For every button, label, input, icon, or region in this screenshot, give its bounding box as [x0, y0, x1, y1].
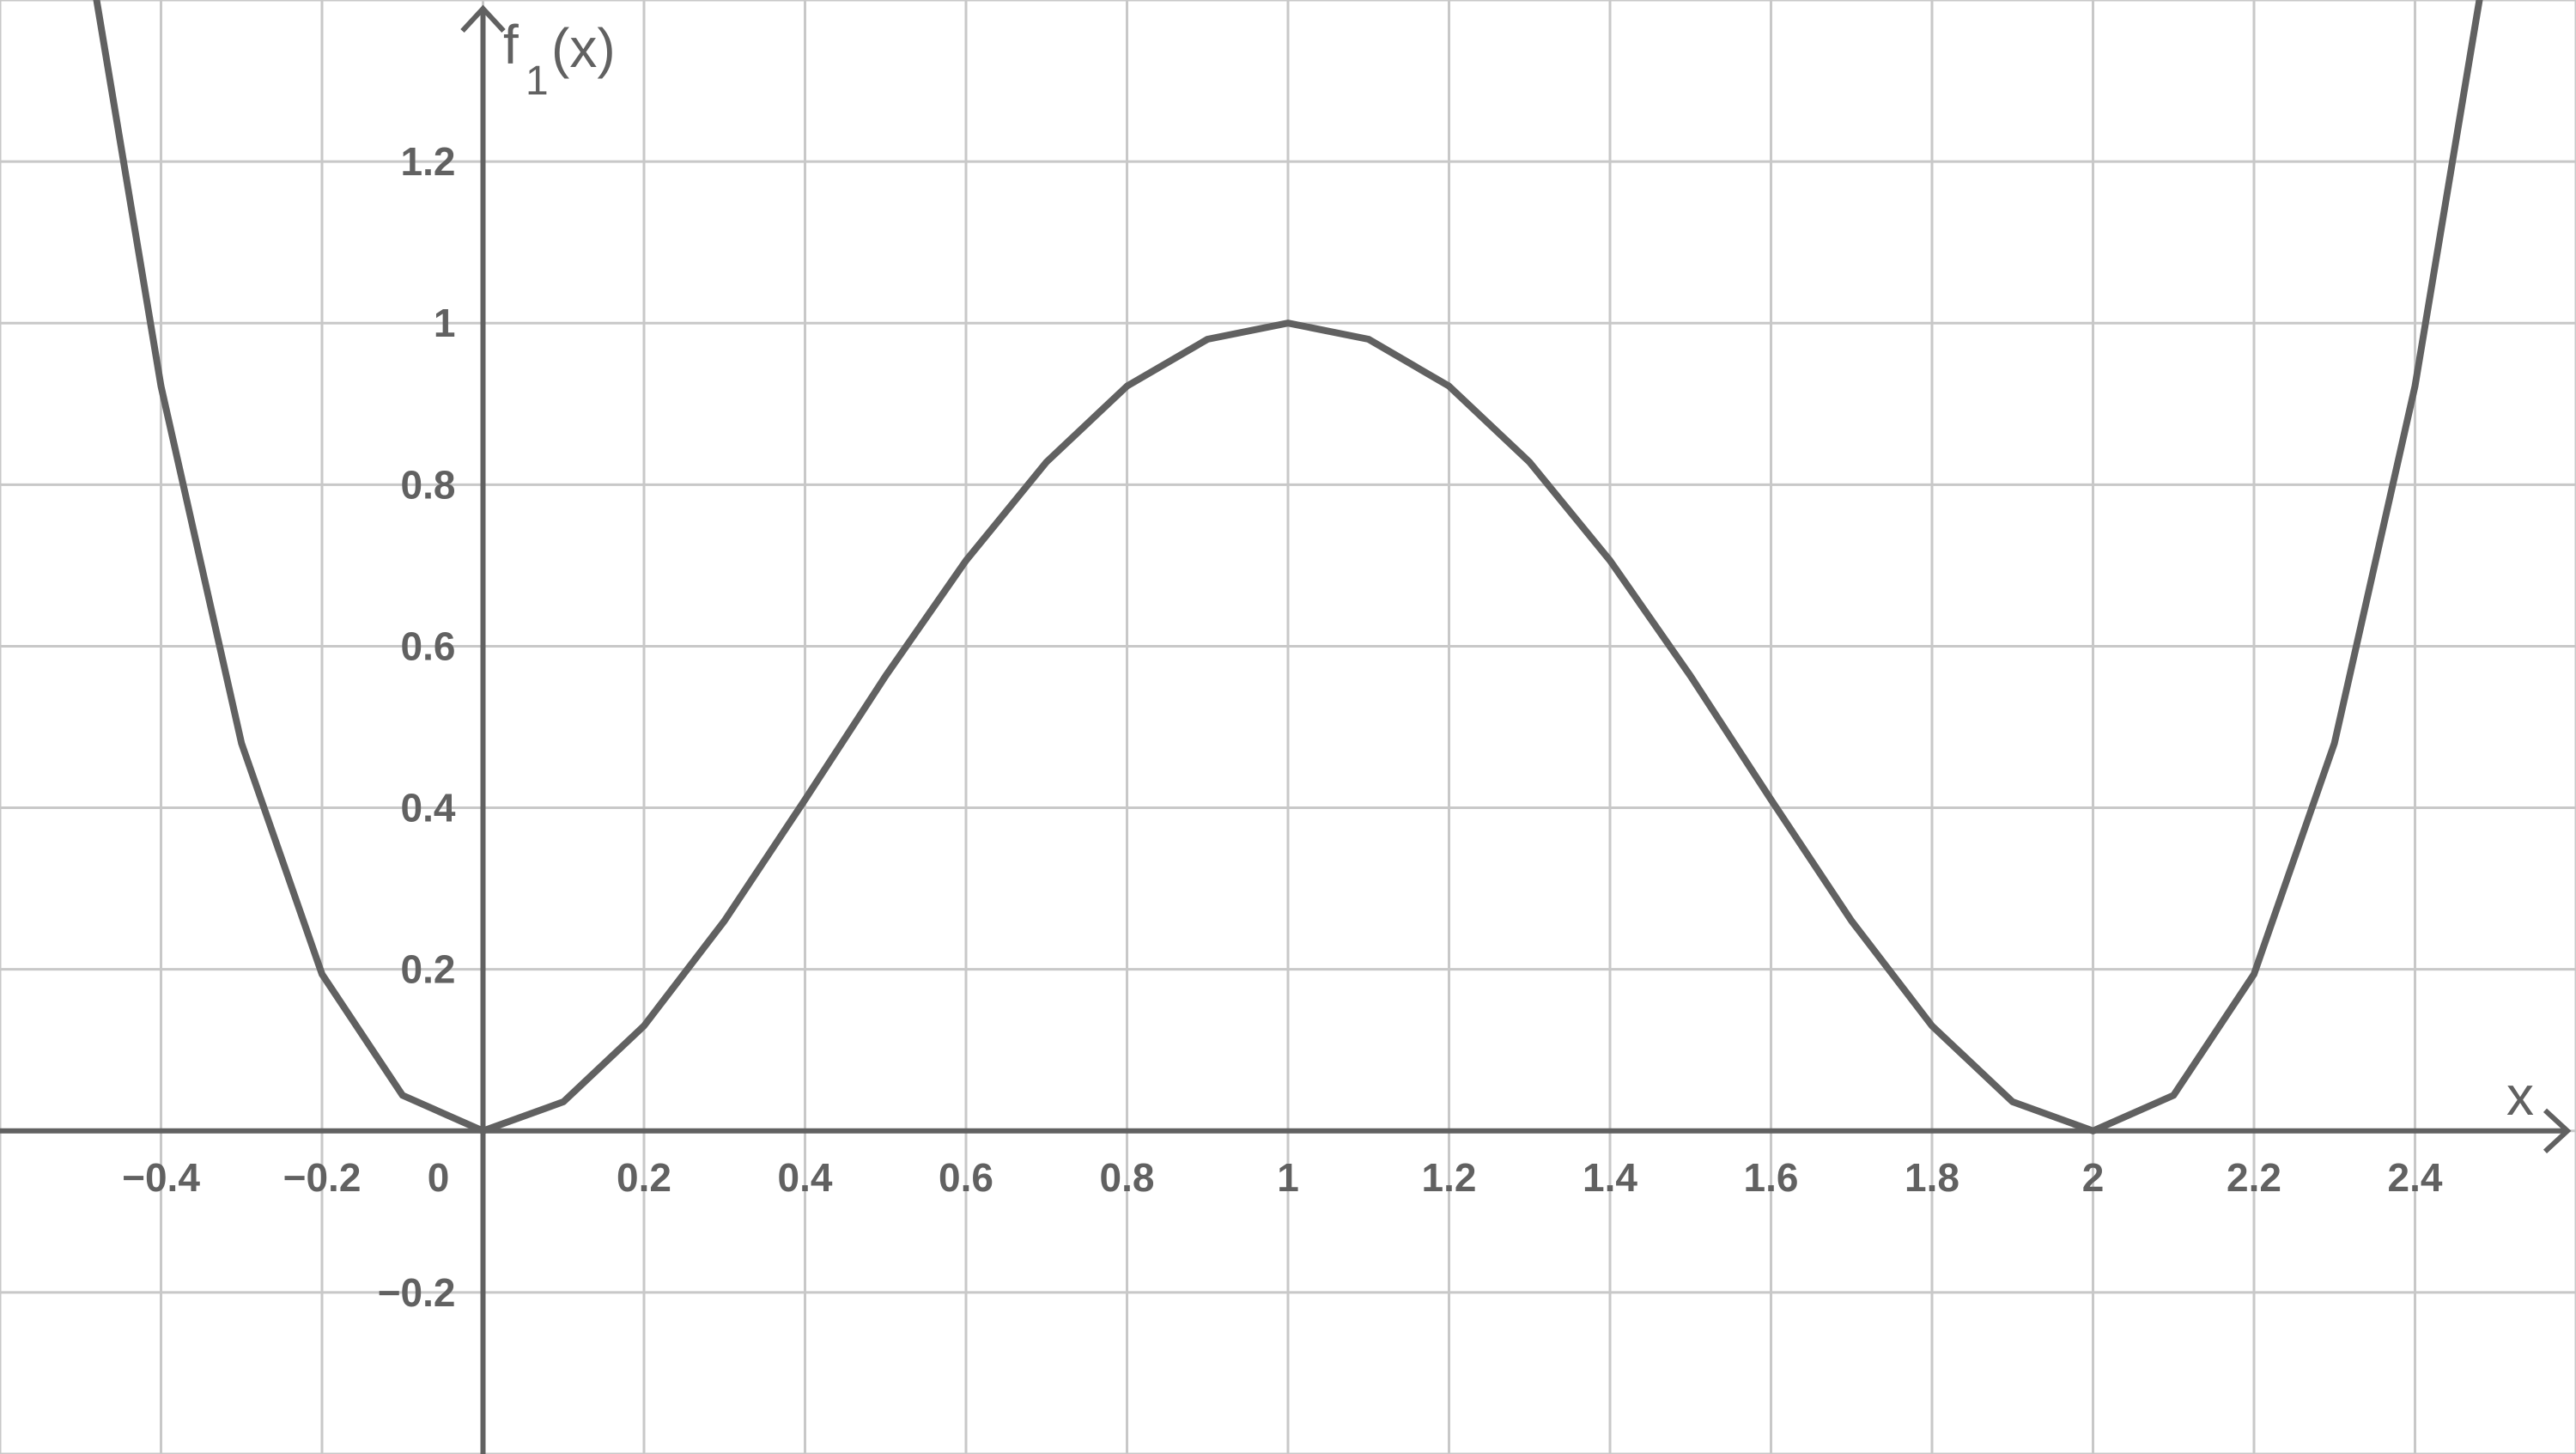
series-curve — [93, 0, 2483, 1135]
x-tick-label: 0.4 — [778, 1155, 833, 1200]
y-tick-label: −0.2 — [378, 1270, 456, 1315]
y-tick-labels: −0.2 0.2 0.4 0.6 0.8 1 1.2 — [378, 139, 456, 1315]
x-tick-label: 0 — [428, 1155, 450, 1200]
y-axis-label-sub: 1 — [526, 58, 549, 104]
y-tick-label: 0.8 — [401, 462, 456, 507]
x-tick-label: 2.4 — [2388, 1155, 2443, 1200]
y-axis-label-arg: (x) — [551, 17, 616, 79]
y-axis-label: f 1 (x) — [503, 14, 616, 104]
y-tick-label: 1 — [434, 301, 456, 345]
y-axis-arrow — [460, 4, 506, 33]
y-axis-label-main: f — [503, 14, 519, 76]
y-tick-label: 0.4 — [401, 786, 456, 830]
y-tick-label: 0.6 — [401, 624, 456, 668]
x-tick-labels: −0.4 −0.2 0 0.2 0.4 0.6 0.8 1 1.2 1.4 1.6 1.8 2 2.2 2.… — [122, 1155, 2443, 1200]
x-tick-label: 1.2 — [1422, 1155, 1477, 1200]
x-tick-label: 1.6 — [1744, 1155, 1799, 1200]
x-tick-label: 2.2 — [2227, 1155, 2281, 1200]
x-tick-label: 2 — [2082, 1155, 2105, 1200]
x-tick-label: 1 — [1277, 1155, 1299, 1200]
x-tick-label: 1.4 — [1583, 1155, 1637, 1200]
x-tick-label: 0.8 — [1100, 1155, 1155, 1200]
axes — [0, 4, 2572, 1454]
x-tick-label: 0.2 — [617, 1155, 671, 1200]
y-tick-label: 0.2 — [401, 947, 456, 992]
x-tick-label: 0.6 — [939, 1155, 993, 1200]
x-tick-label: −0.2 — [283, 1155, 361, 1200]
x-axis-label: x — [2506, 1065, 2534, 1127]
y-tick-label: 1.2 — [401, 139, 456, 184]
x-tick-label: 1.8 — [1905, 1155, 1959, 1200]
x-tick-label: −0.4 — [122, 1155, 200, 1200]
x-axis-arrow — [2543, 1108, 2572, 1153]
